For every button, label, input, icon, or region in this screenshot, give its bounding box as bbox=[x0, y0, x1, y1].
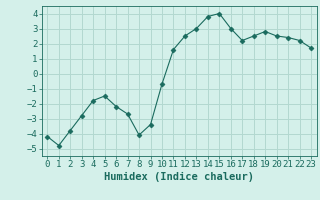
X-axis label: Humidex (Indice chaleur): Humidex (Indice chaleur) bbox=[104, 172, 254, 182]
